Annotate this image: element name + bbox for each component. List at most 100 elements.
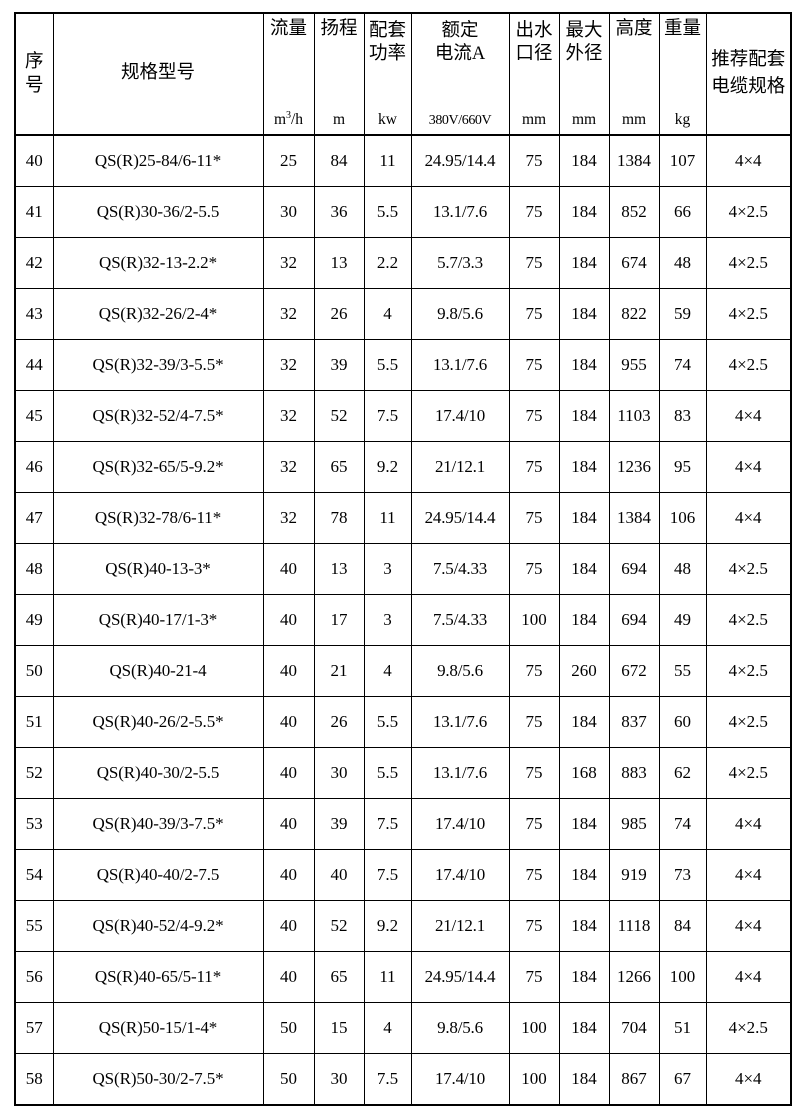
cell-index: 55 [14,900,54,952]
cell-head: 52 [313,900,365,952]
cell-model: QS(R)40-65/5-11* [52,951,264,1003]
cell-max-diameter: 184 [558,134,610,187]
column-header-outlet-diameter: 出水 口径 mm [508,12,560,136]
cell-height: 919 [608,849,660,901]
cell-cable-spec: 4×4 [705,849,792,901]
cell-max-diameter: 184 [558,492,610,544]
cell-cable-spec: 4×4 [705,900,792,952]
cell-index: 53 [14,798,54,850]
cell-cable-spec: 4×2.5 [705,594,792,646]
cell-max-diameter: 184 [558,237,610,289]
cell-height: 1236 [608,441,660,493]
column-header-power-line2: 功率 [368,43,406,64]
table-row: 55 QS(R)40-52/4-9.2* 40 52 9.2 21/12.1 75 184 11… [14,900,792,952]
cell-flow: 50 [262,1002,315,1054]
cell-current: 17.4/10 [410,1053,510,1106]
column-header-head-unit: m [332,110,346,128]
cell-power: 5.5 [363,696,412,748]
cell-outlet-diameter: 75 [508,288,560,340]
cell-outlet-diameter: 75 [508,186,560,238]
cell-head: 84 [313,134,365,187]
table-row: 41 QS(R)30-36/2-5.5 30 36 5.5 13.1/7.6 75 184 85… [14,186,792,238]
cell-outlet-diameter: 75 [508,339,560,391]
column-header-current-line1: 额定 [441,21,479,41]
cell-model: QS(R)32-78/6-11* [52,492,264,544]
cell-current: 17.4/10 [410,849,510,901]
cell-max-diameter: 184 [558,849,610,901]
cell-weight: 95 [658,441,707,493]
cell-head: 26 [313,696,365,748]
cell-weight: 55 [658,645,707,697]
table-row: 43 QS(R)32-26/2-4* 32 26 4 9.8/5.6 75 184 822 59 4… [14,288,792,340]
column-header-current: 额定 电流A 380V/660V [410,12,510,136]
cell-outlet-diameter: 75 [508,747,560,799]
cell-power: 9.2 [363,441,412,493]
cell-flow: 40 [262,594,315,646]
cell-index: 56 [14,951,54,1003]
cell-current: 9.8/5.6 [410,1002,510,1054]
cell-model: QS(R)40-52/4-9.2* [52,900,264,952]
column-header-power-line1: 配套 [368,21,406,41]
cell-flow: 32 [262,492,315,544]
cell-weight: 73 [658,849,707,901]
cell-outlet-diameter: 75 [508,696,560,748]
cell-power: 3 [363,594,412,646]
cell-model: QS(R)32-52/4-7.5* [52,390,264,442]
cell-power: 9.2 [363,900,412,952]
cell-weight: 62 [658,747,707,799]
cell-power: 3 [363,543,412,595]
cell-cable-spec: 4×2.5 [705,288,792,340]
cell-flow: 40 [262,951,315,1003]
cell-weight: 84 [658,900,707,952]
cell-height: 837 [608,696,660,748]
cell-height: 694 [608,543,660,595]
table-row: 49 QS(R)40-17/1-3* 40 17 3 7.5/4.33 100 184 694 4… [14,594,792,646]
column-header-power-unit: kw [378,110,397,128]
cell-height: 822 [608,288,660,340]
cell-weight: 106 [658,492,707,544]
cell-flow: 40 [262,645,315,697]
cell-current: 9.8/5.6 [410,288,510,340]
column-header-outlet-line1: 出水 [515,21,553,41]
cell-index: 42 [14,237,54,289]
table-row: 56 QS(R)40-65/5-11* 40 65 11 24.95/14.4 75 184 1… [14,951,792,1003]
cell-max-diameter: 184 [558,543,610,595]
cell-current: 17.4/10 [410,390,510,442]
cell-height: 867 [608,1053,660,1106]
cell-outlet-diameter: 75 [508,900,560,952]
cell-cable-spec: 4×4 [705,798,792,850]
cell-flow: 50 [262,1053,315,1106]
cell-index: 46 [14,441,54,493]
cell-power: 4 [363,1002,412,1054]
cell-cable-spec: 4×2.5 [705,339,792,391]
cell-flow: 32 [262,441,315,493]
cell-head: 30 [313,747,365,799]
cell-flow: 40 [262,747,315,799]
cell-height: 674 [608,237,660,289]
cell-weight: 107 [658,134,707,187]
column-header-model: 规格型号 [52,12,264,136]
cell-head: 26 [313,288,365,340]
cell-weight: 60 [658,696,707,748]
cell-weight: 59 [658,288,707,340]
cell-current: 13.1/7.6 [410,747,510,799]
cell-model: QS(R)40-13-3* [52,543,264,595]
cell-model: QS(R)40-39/3-7.5* [52,798,264,850]
column-header-weight-unit: kg [674,110,691,128]
cell-flow: 32 [262,339,315,391]
table-body: 40 QS(R)25-84/6-11* 25 84 11 24.95/14.4 75 184 1… [14,134,792,1106]
column-header-index-line1: 序 [24,51,44,72]
column-header-cable-line2: 电缆规格 [711,77,786,97]
column-header-max-diameter-line1: 最大 [565,21,603,41]
cell-height: 955 [608,339,660,391]
cell-index: 47 [14,492,54,544]
cell-flow: 40 [262,696,315,748]
column-header-head: 扬程 m [313,12,365,136]
table-row: 44 QS(R)32-39/3-5.5* 32 39 5.5 13.1/7.6 75 184 9… [14,339,792,391]
cell-power: 4 [363,645,412,697]
cell-outlet-diameter: 75 [508,849,560,901]
cell-current: 5.7/3.3 [410,237,510,289]
table-row: 57 QS(R)50-15/1-4* 50 15 4 9.8/5.6 100 184 704 51… [14,1002,792,1054]
cell-model: QS(R)32-65/5-9.2* [52,441,264,493]
cell-power: 4 [363,288,412,340]
